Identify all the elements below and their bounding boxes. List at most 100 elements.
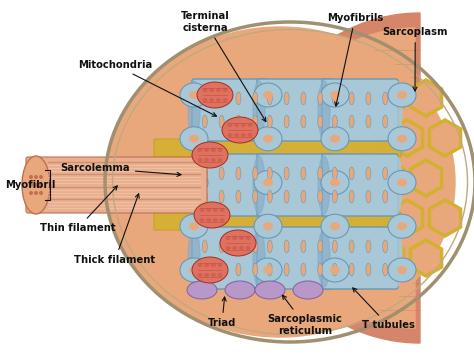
Ellipse shape [29,183,33,187]
Ellipse shape [219,263,224,276]
Ellipse shape [330,135,340,143]
Ellipse shape [236,240,241,253]
FancyBboxPatch shape [154,139,401,157]
Ellipse shape [330,222,340,230]
Ellipse shape [236,167,241,180]
Ellipse shape [209,98,214,102]
Ellipse shape [246,246,250,250]
Ellipse shape [219,218,225,222]
Ellipse shape [397,91,407,99]
Ellipse shape [260,81,272,139]
Ellipse shape [284,263,289,276]
Ellipse shape [383,240,388,253]
Ellipse shape [263,135,273,143]
Ellipse shape [284,240,289,253]
Ellipse shape [180,127,208,151]
Ellipse shape [211,148,216,152]
Text: Myofibril: Myofibril [5,180,55,190]
Ellipse shape [318,263,323,276]
Wedge shape [265,28,415,328]
Ellipse shape [213,208,218,212]
Ellipse shape [228,123,233,127]
Ellipse shape [211,158,216,162]
Ellipse shape [397,179,407,186]
Ellipse shape [254,170,282,195]
Ellipse shape [383,92,388,105]
Ellipse shape [234,123,239,127]
Ellipse shape [222,117,258,143]
Ellipse shape [222,88,228,92]
Ellipse shape [349,263,354,276]
Ellipse shape [267,167,273,180]
Ellipse shape [198,273,202,277]
Ellipse shape [239,246,244,250]
Ellipse shape [390,81,402,139]
Ellipse shape [388,170,416,195]
Ellipse shape [192,257,228,283]
Ellipse shape [263,222,273,230]
Ellipse shape [388,127,416,151]
Ellipse shape [366,240,371,253]
Ellipse shape [34,191,38,195]
Ellipse shape [218,148,222,152]
FancyBboxPatch shape [322,79,398,141]
Ellipse shape [209,88,214,92]
Ellipse shape [383,190,388,203]
Ellipse shape [325,81,337,139]
Ellipse shape [253,229,265,287]
Ellipse shape [200,218,204,222]
Ellipse shape [390,229,402,287]
Ellipse shape [241,123,246,127]
Ellipse shape [236,115,241,128]
Ellipse shape [226,236,230,240]
Ellipse shape [218,263,222,267]
Ellipse shape [366,167,371,180]
Ellipse shape [267,263,273,276]
Ellipse shape [253,81,265,139]
Ellipse shape [332,190,337,203]
Ellipse shape [211,263,216,267]
Ellipse shape [254,83,282,107]
Ellipse shape [202,167,207,180]
Ellipse shape [253,156,265,214]
Ellipse shape [246,236,250,240]
Ellipse shape [213,218,218,222]
Ellipse shape [332,263,337,276]
Ellipse shape [236,190,241,203]
Ellipse shape [236,92,241,105]
Text: Thin filament: Thin filament [40,186,117,233]
Ellipse shape [34,183,38,187]
Ellipse shape [188,81,200,139]
Ellipse shape [383,263,388,276]
Ellipse shape [202,98,208,102]
Ellipse shape [204,273,209,277]
Ellipse shape [388,214,416,238]
Ellipse shape [332,92,337,105]
Ellipse shape [284,92,289,105]
Ellipse shape [197,82,233,108]
Ellipse shape [200,208,204,212]
Ellipse shape [301,92,306,105]
Ellipse shape [219,208,225,212]
Ellipse shape [180,83,208,107]
Ellipse shape [219,240,224,253]
Ellipse shape [349,92,354,105]
Ellipse shape [366,92,371,105]
Wedge shape [255,13,420,343]
Ellipse shape [202,263,207,276]
Ellipse shape [198,148,202,152]
FancyBboxPatch shape [257,79,333,141]
Ellipse shape [253,190,258,203]
Ellipse shape [260,156,272,214]
Ellipse shape [325,156,337,214]
Ellipse shape [192,142,228,168]
Ellipse shape [39,183,43,187]
FancyBboxPatch shape [322,227,398,289]
Ellipse shape [318,81,330,139]
Ellipse shape [198,158,202,162]
Ellipse shape [260,229,272,287]
Text: Mitochondria: Mitochondria [78,60,217,116]
Ellipse shape [318,240,323,253]
Ellipse shape [284,167,289,180]
Ellipse shape [228,133,233,137]
